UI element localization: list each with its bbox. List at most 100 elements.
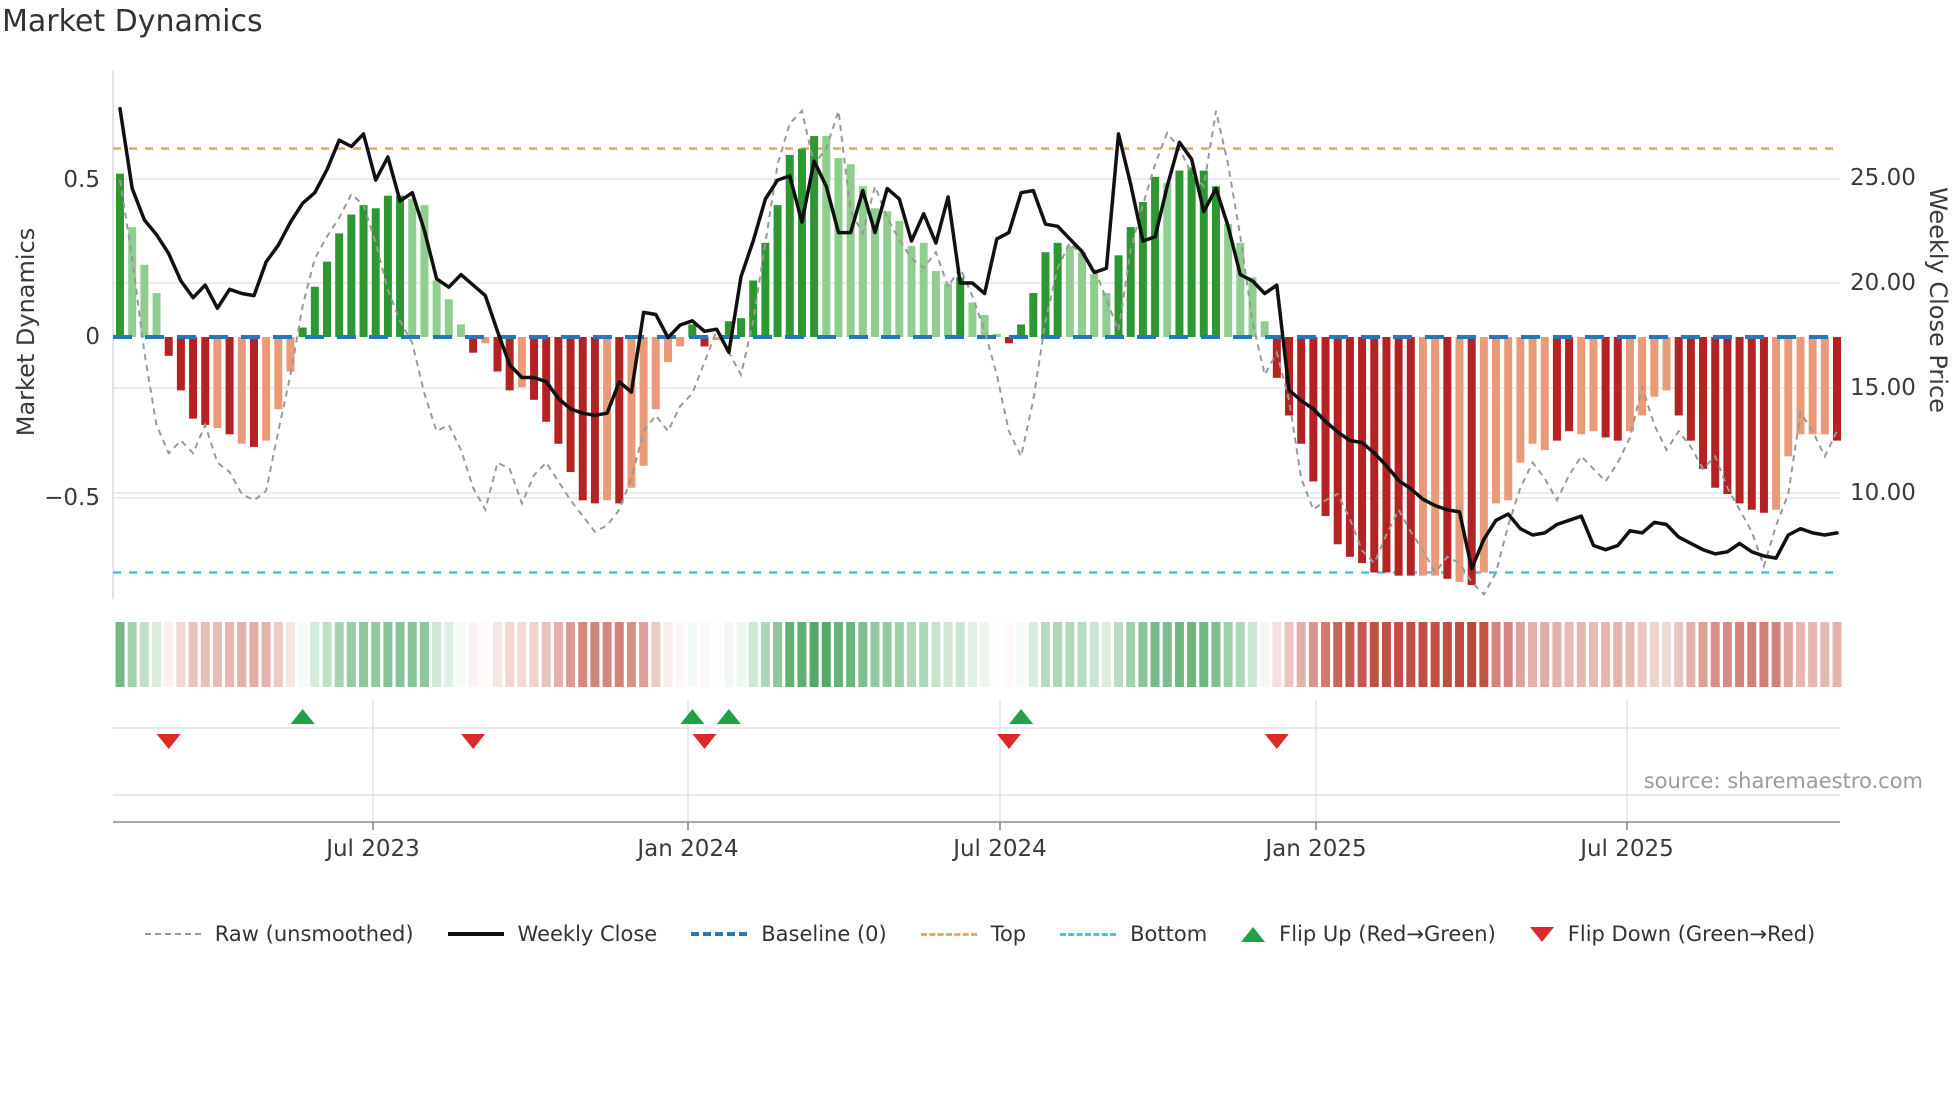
heatmap-cell [748,622,758,687]
momentum-bar [396,195,405,337]
heatmap-cell [931,622,941,687]
momentum-bar [554,337,563,444]
heatmap-cell [675,622,685,687]
heatmap-cell [858,622,868,687]
heatmap-cell [809,622,819,687]
flip-down-triangle-icon [1529,926,1554,942]
momentum-bar [688,324,697,337]
momentum-bar [590,337,599,504]
legend-label: Flip Up (Red→Green) [1279,922,1496,946]
heatmap-cell [1114,622,1124,687]
momentum-bar [383,195,392,337]
momentum-bar [116,173,124,337]
weekly-close-line [118,106,1839,571]
momentum-bar [1625,337,1634,432]
legend-item-bottom: Bottom [1060,922,1207,946]
legend-label: Baseline (0) [761,922,887,946]
momentum-bar [1029,293,1038,337]
x-tick-jul-2023: Jul 2023 [326,836,420,862]
momentum-bar [1443,337,1452,579]
momentum-bar [1650,337,1659,397]
heatmap-cell [943,622,953,687]
momentum-bar [152,293,161,337]
heatmap-cell [322,622,332,687]
left-axis-title: Market Dynamics [12,227,40,437]
momentum-bar [749,280,758,337]
momentum-bar [858,186,867,337]
heatmap-cell [407,622,417,687]
heatmap-cell [1564,622,1574,687]
x-tick-jan-2024: Jan 2024 [637,836,739,862]
legend-label: Weekly Close [517,922,658,946]
heatmap-cell [712,622,722,687]
momentum-bar [481,337,490,344]
heatmap-cell [846,622,856,687]
momentum-bar [1528,337,1537,444]
momentum-bar [176,337,185,391]
momentum-bar [870,208,879,337]
momentum-bar [1333,337,1342,545]
heatmap-cell [602,622,612,687]
x-tick-jan-2025: Jan 2025 [1265,836,1367,862]
momentum-bar [1272,337,1281,378]
raw-line [119,108,1838,597]
momentum-bar [237,337,246,444]
heatmap-cell [1247,622,1257,687]
heatmap-cell [1747,622,1757,687]
momentum-bar [542,337,551,422]
heatmap-cell [1333,622,1343,687]
heatmap-cell [1065,622,1075,687]
momentum-bar [201,337,210,425]
heatmap-cell [1126,622,1136,687]
heatmap-cell [1783,622,1793,687]
top-line-swatch-icon [920,932,977,936]
momentum-bar [517,337,526,388]
momentum-bar [249,337,258,447]
heatmap-cell [1272,622,1282,687]
flip-up-marker [290,709,315,724]
heatmap-cell [225,622,235,687]
flip-down-marker [1264,734,1289,749]
momentum-bar [213,337,222,429]
momentum-bar [1065,245,1074,337]
momentum-bar [724,321,733,337]
momentum-bar [1455,337,1464,582]
heatmap-cell [529,622,539,687]
heatmap-cell [517,622,527,687]
heatmap-cell [1601,622,1611,687]
momentum-bar [1321,337,1330,516]
right-tick-15: 15.00 [1850,375,1916,401]
momentum-bar [1504,337,1513,501]
momentum-bar [359,205,368,337]
momentum-bar [980,315,989,337]
momentum-bar [700,337,709,347]
heatmap-cell [310,622,320,687]
heatmap-cell [371,622,381,687]
x-tick-jul-2024: Jul 2024 [953,836,1047,862]
heatmap-cell [359,622,369,687]
heatmap-cell [773,622,783,687]
heatmap-cell [687,622,697,687]
right-axis-title: Weekly Close Price [1924,187,1952,413]
heatmap-cell [1430,622,1440,687]
heatmap-cell [1345,622,1355,687]
legend-item-flip-up: Flip Up (Red→Green) [1241,922,1496,946]
right-tick-20: 20.00 [1850,270,1916,296]
heatmap-cell [651,622,661,687]
heatmap-cell [1235,622,1245,687]
heatmap-cell [1296,622,1306,687]
momentum-bar [1516,337,1525,463]
momentum-bar [846,164,855,337]
heatmap-cell [797,622,807,687]
heatmap-cell [1686,622,1696,687]
momentum-bar [1577,337,1586,435]
heatmap-cell [724,622,734,687]
heatmap-cell [1832,622,1842,687]
heatmap-cell [212,622,222,687]
momentum-bar [566,337,575,473]
heatmap-cell [1357,622,1367,687]
heatmap-cell [1820,622,1830,687]
heatmap-cell [566,622,576,687]
momentum-bar [1382,337,1391,573]
momentum-bar [1711,337,1720,488]
